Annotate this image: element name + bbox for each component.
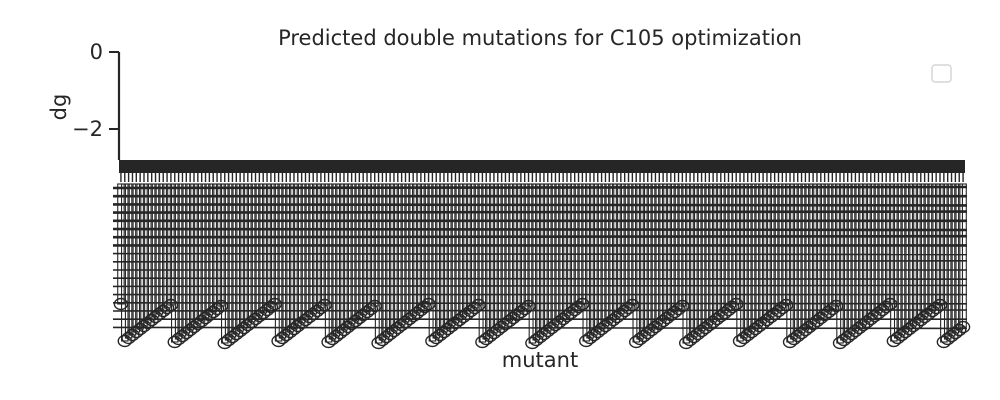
- x-tick-label-overlap: [112, 301, 968, 305]
- x-tick-label-overlap: [112, 277, 968, 281]
- y-tick-label-0: 0: [90, 40, 103, 64]
- y-ticks: 0 −2: [72, 40, 119, 141]
- x-tick-label: [952, 183, 967, 337]
- x-tick-label: [955, 183, 971, 334]
- x-tick-label-overlap: [112, 185, 968, 190]
- y-axis-label: dg: [47, 94, 71, 121]
- x-tick-label-overlap: [112, 227, 968, 232]
- x-tick-label-overlap: [112, 259, 968, 263]
- x-tick-label-overlap: [112, 284, 968, 288]
- x-ticks: [120, 173, 964, 182]
- y-tick-label-1: −2: [72, 117, 103, 141]
- x-tick-label-overlap: [112, 210, 968, 214]
- x-tick-label-overlap: [112, 326, 968, 330]
- x-tick-labels: [112, 183, 971, 350]
- x-tick-label-overlap: [112, 252, 968, 256]
- x-tick-label-overlap: [112, 234, 968, 239]
- legend: [931, 64, 952, 83]
- x-axis-band: [119, 160, 965, 173]
- x-tick-label-overlap: [112, 203, 968, 207]
- x-axis-label: mutant: [502, 348, 578, 372]
- legend-box: [931, 64, 952, 83]
- chart-title: Predicted double mutations for C105 opti…: [278, 26, 802, 50]
- x-tick-label-overlap: [112, 309, 968, 312]
